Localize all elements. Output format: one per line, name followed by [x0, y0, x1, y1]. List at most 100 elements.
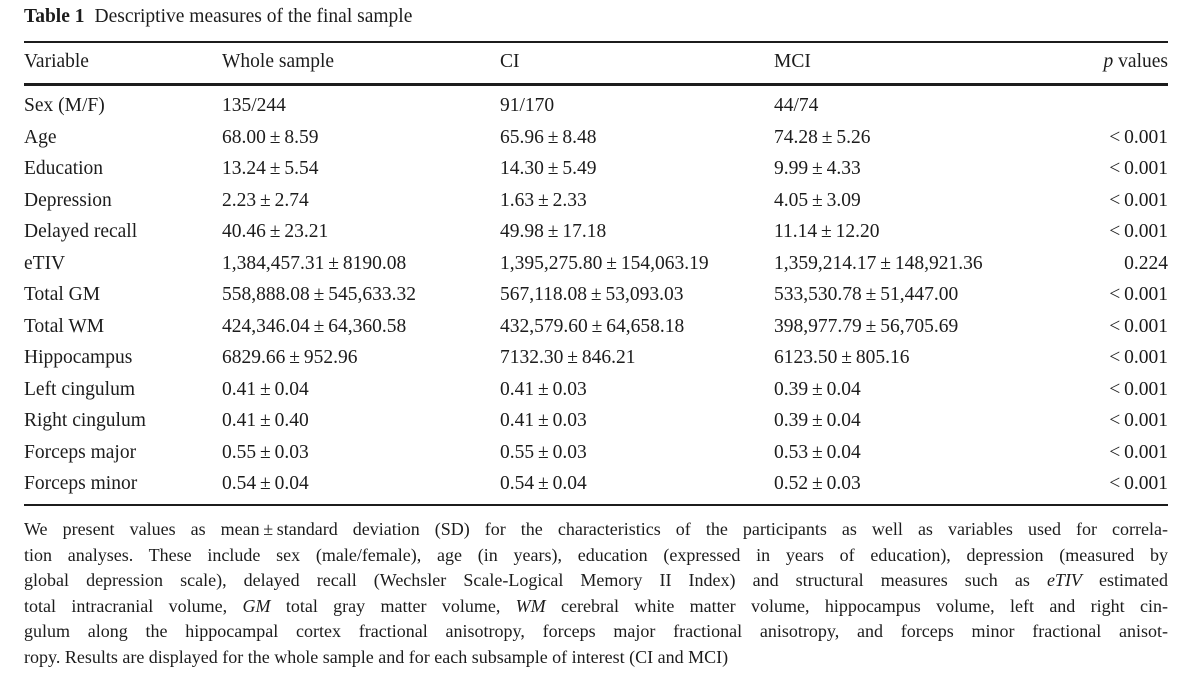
cell-p: < 0.001 — [1109, 189, 1168, 211]
text: Variable — [24, 51, 89, 72]
cell-variable: Total WM — [24, 315, 105, 337]
cell-mci: 0.39 ± 0.04 — [774, 410, 861, 431]
cell-p: < 0.001 — [1109, 126, 1168, 148]
cell-variable: Forceps minor — [24, 473, 138, 494]
cell-ci: 49.98 ± 17.18 — [500, 221, 607, 242]
italic-text: GM — [242, 595, 271, 616]
cell-variable: Right cingulum — [24, 410, 146, 431]
cell-p: < 0.001 — [1109, 410, 1168, 431]
cell-mci: 44/74 — [774, 95, 819, 116]
cell-mci: 0.53 ± 0.04 — [774, 441, 861, 463]
text: Whole sample — [222, 51, 335, 72]
cell-whole: 6829.66 ± 952.96 — [222, 347, 358, 368]
table-row: Right cingulum 0.41 ± 0.40 0.41 ± 0.03 0.39… — [24, 405, 1168, 437]
cell-mci: 4.05 ± 3.09 — [774, 189, 861, 211]
cell-mci: 0.39 ± 0.04 — [774, 378, 861, 400]
cell-p: < 0.001 — [1109, 441, 1168, 463]
text: We present values as mean ± standard dev… — [24, 519, 1168, 539]
table-row: Delayed recall 40.46 ± 23.21 49.98 ± 17.18… — [24, 216, 1168, 248]
text: ropy. Results are displayed for the whol… — [24, 646, 729, 667]
table-row: Hippocampus 6829.66 ± 952.96 7132.30 ± 846… — [24, 342, 1168, 374]
text: global depression scale), delayed recall… — [24, 570, 1047, 590]
table-row: Total WM 424,346.04 ± 64,360.58 432,579.60… — [24, 311, 1168, 343]
table-caption-text: Descriptive measures of the final sample — [94, 6, 413, 27]
cell-variable: Left cingulum — [24, 378, 136, 400]
cell-ci: 0.41 ± 0.03 — [500, 410, 587, 431]
cell-whole: 13.24 ± 5.54 — [222, 158, 319, 179]
cell-p: < 0.001 — [1109, 378, 1168, 400]
cell-p: < 0.001 — [1109, 284, 1168, 305]
cell-whole: 40.46 ± 23.21 — [222, 221, 329, 242]
table-caption: Table 1 Descriptive measures of the final… — [24, 6, 1168, 28]
italic-text: WM — [515, 595, 546, 616]
table-row: Sex (M/F) 135/244 91/170 44/74 — [24, 85, 1168, 122]
cell-p: < 0.001 — [1109, 347, 1168, 368]
text: total intracranial volume, — [24, 595, 243, 616]
table-footnote: We present values as mean ± standard dev… — [24, 517, 1168, 670]
table-row: Forceps minor 0.54 ± 0.04 0.54 ± 0.04 0.52 … — [24, 468, 1168, 505]
cell-p: < 0.001 — [1109, 473, 1168, 494]
text: cerebral white matter volume, hippocampu… — [545, 595, 1168, 616]
cell-whole: 0.54 ± 0.04 — [222, 473, 309, 494]
cell-ci: 1.63 ± 2.33 — [500, 189, 587, 211]
text: total gray matter volume, — [270, 595, 516, 616]
text: estimated — [1081, 570, 1168, 590]
table-row: Forceps major 0.55 ± 0.03 0.55 ± 0.03 0.53 … — [24, 437, 1168, 469]
cell-ci: 0.41 ± 0.03 — [500, 378, 587, 400]
cell-variable: Forceps major — [24, 441, 137, 463]
cell-mci: 9.99 ± 4.33 — [774, 158, 861, 179]
cell-p: < 0.001 — [1109, 158, 1168, 179]
column-header-variable: Variable — [24, 42, 222, 86]
table-row: Education 13.24 ± 5.54 14.30 ± 5.49 9.99 ± … — [24, 153, 1168, 185]
table-header-row: Variable Whole sample CI MCI p values — [24, 42, 1168, 86]
column-header-ci: CI — [500, 42, 774, 86]
cell-mci: 1,359,214.17 ± 148,921.36 — [774, 252, 983, 274]
cell-ci: 65.96 ± 8.48 — [500, 126, 597, 148]
cell-p: < 0.001 — [1109, 315, 1168, 337]
cell-ci: 14.30 ± 5.49 — [500, 158, 597, 179]
cell-variable: eTIV — [24, 252, 66, 274]
table-caption-label: Table 1 — [24, 6, 85, 27]
italic-text: eTIV — [1046, 570, 1082, 590]
cell-whole: 2.23 ± 2.74 — [222, 189, 309, 211]
text: CI — [500, 51, 520, 72]
cell-ci: 91/170 — [500, 95, 555, 116]
table-row: eTIV 1,384,457.31 ± 8190.08 1,395,275.80 ±… — [24, 248, 1168, 280]
table-row: Left cingulum 0.41 ± 0.04 0.41 ± 0.03 0.39 … — [24, 374, 1168, 406]
cell-whole: 68.00 ± 8.59 — [222, 126, 319, 148]
footnote-line: tion analyses. These include sex (male/f… — [24, 543, 1168, 569]
cell-mci: 398,977.79 ± 56,705.69 — [774, 315, 959, 337]
descriptive-measures-table: Variable Whole sample CI MCI p values Sex (M… — [24, 41, 1168, 506]
cell-mci: 0.52 ± 0.03 — [774, 473, 861, 494]
text: tion analyses. These include sex (male/f… — [24, 544, 1168, 565]
table-row: Total GM 558,888.08 ± 545,633.32 567,118.0… — [24, 279, 1168, 311]
cell-whole: 558,888.08 ± 545,633.32 — [222, 284, 417, 305]
footnote-line: total intracranial volume, GM total gray… — [24, 594, 1168, 620]
cell-mci: 11.14 ± 12.20 — [774, 221, 880, 242]
cell-variable: Age — [24, 126, 57, 148]
table-row: Depression 2.23 ± 2.74 1.63 ± 2.33 4.05 ± 3… — [24, 185, 1168, 217]
cell-p: 0.224 — [1124, 252, 1168, 274]
cell-ci: 0.55 ± 0.03 — [500, 441, 587, 463]
column-header-mci: MCI — [774, 42, 1048, 86]
footnote-line: global depression scale), delayed recall… — [24, 568, 1168, 594]
cell-mci: 6123.50 ± 805.16 — [774, 347, 910, 368]
cell-ci: 7132.30 ± 846.21 — [500, 347, 636, 368]
cell-variable: Depression — [24, 189, 112, 211]
cell-variable: Sex (M/F) — [24, 95, 105, 116]
footnote-line: ropy. Results are displayed for the whol… — [24, 645, 1168, 671]
cell-mci: 74.28 ± 5.26 — [774, 126, 871, 148]
cell-ci: 0.54 ± 0.04 — [500, 473, 587, 494]
cell-whole: 0.55 ± 0.03 — [222, 441, 309, 463]
cell-whole: 1,384,457.31 ± 8190.08 — [222, 252, 407, 274]
cell-whole: 135/244 — [222, 95, 286, 116]
cell-variable: Delayed recall — [24, 221, 138, 242]
cell-p — [1048, 85, 1168, 122]
cell-mci: 533,530.78 ± 51,447.00 — [774, 284, 959, 305]
cell-whole: 0.41 ± 0.40 — [222, 410, 309, 431]
cell-ci: 1,395,275.80 ± 154,063.19 — [500, 252, 709, 274]
cell-ci: 432,579.60 ± 64,658.18 — [500, 315, 685, 337]
footnote-line: gulum along the hippocampal cortex fract… — [24, 619, 1168, 645]
cell-variable: Education — [24, 158, 104, 179]
